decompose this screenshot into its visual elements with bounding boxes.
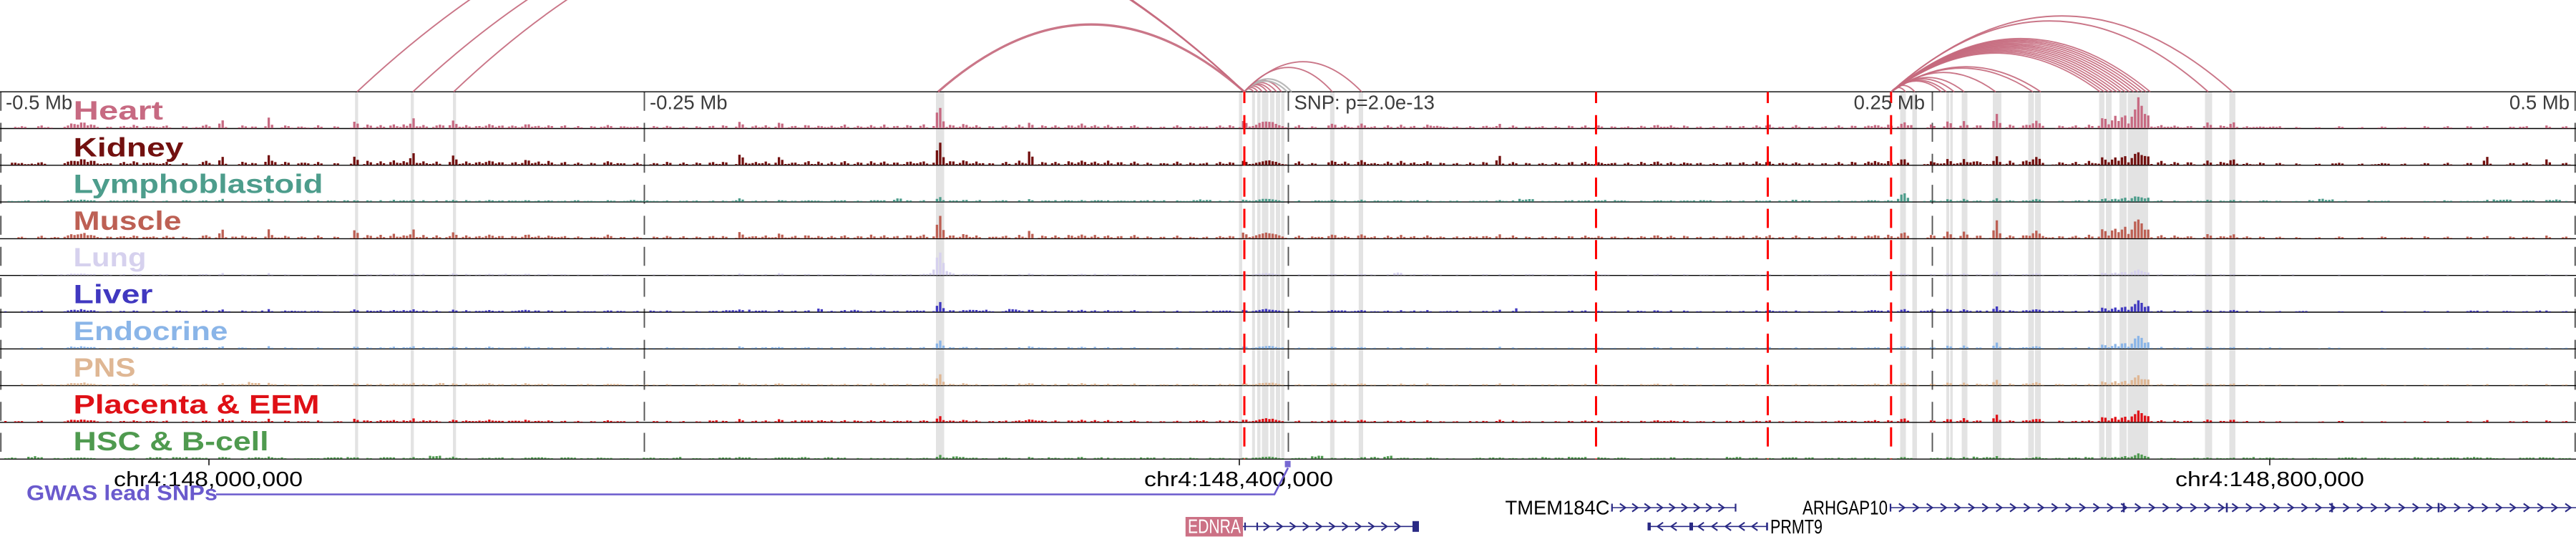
svg-text:EDNRA: EDNRA [1188,516,1241,537]
svg-text:0.25 Mb: 0.25 Mb [1854,92,1925,114]
svg-text:GWAS lead SNPs: GWAS lead SNPs [26,482,218,505]
svg-text:Muscle: Muscle [74,206,182,236]
svg-text:0.5 Mb: 0.5 Mb [2509,92,2570,114]
svg-text:-0.5 Mb: -0.5 Mb [6,92,72,114]
svg-text:HSC & B-cell: HSC & B-cell [74,427,269,456]
svg-text:ARHGAP10: ARHGAP10 [1802,496,1888,518]
svg-text:Lymphoblastoid: Lymphoblastoid [74,170,323,199]
svg-text:Endocrine: Endocrine [74,316,228,346]
svg-text:chr4:148,000,000: chr4:148,000,000 [114,468,303,491]
svg-text:-0.25 Mb: -0.25 Mb [650,92,728,114]
svg-text:Kidney: Kidney [74,132,185,162]
svg-text:TMEM184C: TMEM184C [1506,496,1610,518]
svg-text:SNP: p=2.0e-13: SNP: p=2.0e-13 [1294,92,1435,114]
svg-text:Lung: Lung [74,243,147,272]
svg-text:PNS: PNS [74,353,136,382]
svg-text:Liver: Liver [74,280,153,309]
svg-text:PRMT9: PRMT9 [1770,516,1823,537]
svg-text:Placenta & EEM: Placenta & EEM [74,390,320,419]
svg-text:chr4:148,400,000: chr4:148,400,000 [1144,468,1333,491]
svg-text:chr4:148,800,000: chr4:148,800,000 [2175,468,2364,491]
svg-text:Heart: Heart [74,96,164,125]
